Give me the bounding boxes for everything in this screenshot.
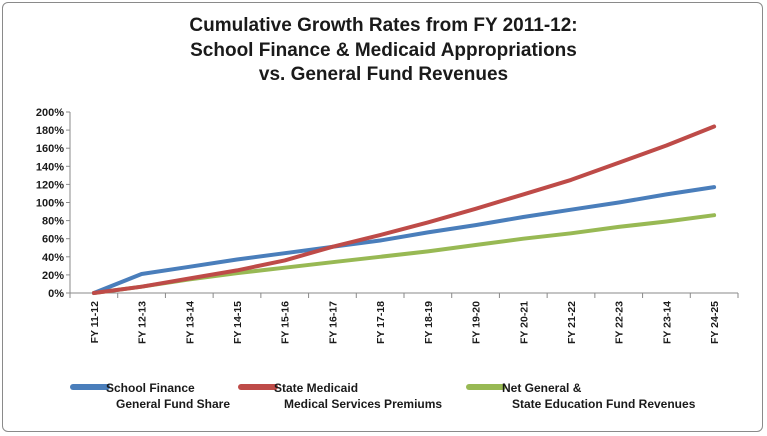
- legend-label-line-2: State Education Fund Revenues: [512, 397, 696, 411]
- legend-label-line-2: General Fund Share: [116, 397, 231, 411]
- legend-label-line-1: Net General &: [502, 381, 582, 395]
- x-tick-label: FY 15-16: [280, 301, 292, 344]
- legend-swatch-net-general: [466, 384, 506, 390]
- x-tick-label: FY 14-15: [232, 301, 244, 344]
- legend-label-school-finance: School Finance General Fund Share: [106, 380, 230, 412]
- chart-title-line-3: vs. General Fund Revenues: [258, 64, 509, 85]
- y-tick-label: 180%: [36, 125, 64, 137]
- x-tick-label: FY 12-13: [137, 301, 149, 344]
- y-tick-label: 60%: [42, 234, 64, 246]
- chart-title-line-1: Cumulative Growth Rates from FY 2011-12:: [189, 15, 578, 36]
- x-tick-label: FY 13-14: [184, 301, 196, 344]
- chart-title-line-2: School Finance & Medicaid Appropriations: [190, 39, 577, 61]
- y-tick-label: 120%: [36, 179, 64, 191]
- y-tick-label: 200%: [36, 107, 64, 119]
- series-line-1: [91, 185, 717, 295]
- y-tick-label: 0%: [48, 288, 64, 300]
- x-tick-label: FY 17-18: [375, 301, 387, 344]
- legend-label-line-2: Medical Services Premiums: [284, 397, 443, 411]
- legend-swatch-school-finance: [70, 384, 110, 390]
- x-tick-label: FY 11-12: [89, 301, 101, 344]
- x-tick-label: FY 16-17: [327, 301, 339, 344]
- chart-frame: [2, 2, 763, 432]
- x-tick-label: FY 18-19: [423, 301, 435, 344]
- legend-swatch-state-medicaid: [238, 384, 278, 390]
- y-tick-label: 160%: [36, 143, 64, 155]
- chart-title: Cumulative Growth Rates from FY 2011-12:…: [0, 14, 767, 88]
- x-tick-label: FY 20-21: [518, 301, 530, 344]
- series-line-2: [91, 124, 717, 295]
- legend-label-line-1: State Medicaid: [274, 381, 359, 395]
- y-tick-label: 80%: [42, 216, 64, 228]
- x-tick-label: FY 19-20: [471, 301, 483, 344]
- legend-label-line-1: School Finance: [106, 381, 195, 395]
- y-tick-label: 100%: [36, 198, 64, 210]
- y-tick-label: 20%: [42, 270, 64, 282]
- legend-label-net-general: Net General & State Education Fund Reven…: [502, 380, 695, 412]
- x-tick-label: FY 21-22: [566, 301, 578, 344]
- x-tick-label: FY 24-25: [709, 301, 721, 344]
- x-tick-label: FY 23-14: [661, 301, 673, 344]
- legend-label-state-medicaid: State Medicaid Medical Services Premiums: [274, 380, 442, 412]
- y-tick-label: 140%: [36, 161, 64, 173]
- x-tick-label: FY 22-23: [614, 301, 626, 344]
- y-tick-label: 40%: [42, 252, 64, 264]
